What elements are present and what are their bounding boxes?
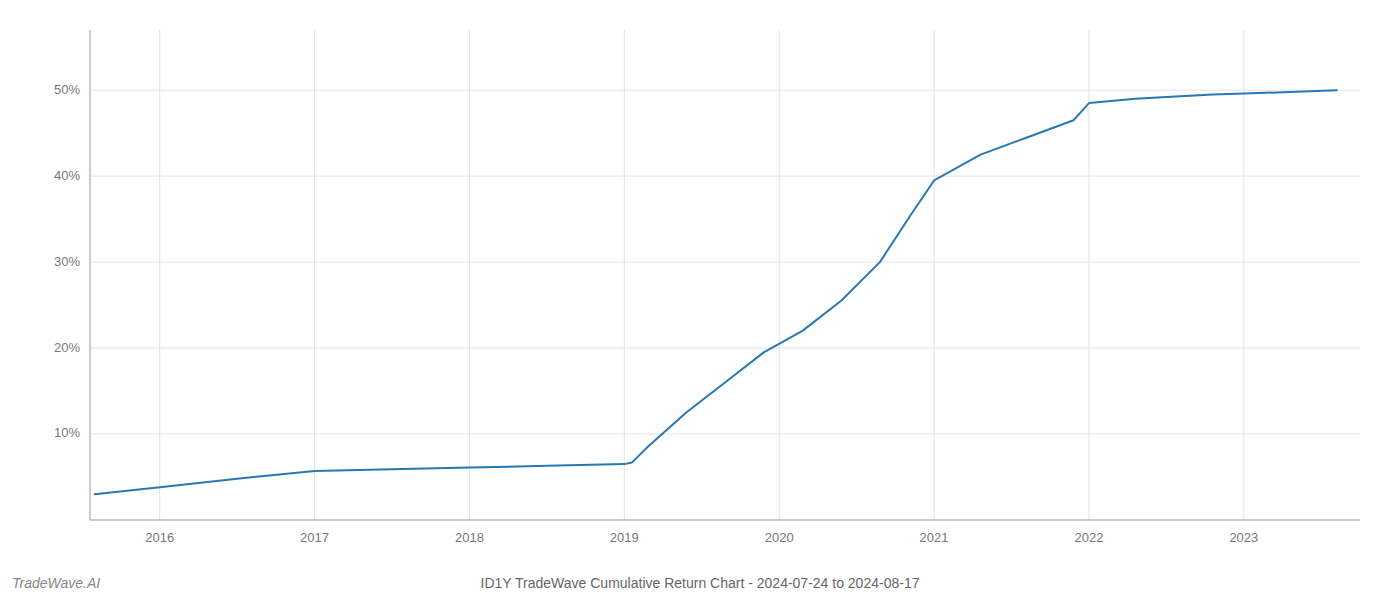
y-tick-label: 30% [54, 254, 80, 269]
y-grid-line [90, 176, 1360, 177]
x-grid-line [1243, 30, 1244, 520]
x-grid-line [624, 30, 625, 520]
x-tick-label: 2022 [1075, 530, 1104, 545]
x-tick-label: 2023 [1229, 530, 1258, 545]
y-grid-line [90, 348, 1360, 349]
chart: 10% 20% 30% 40% 50% 2016 2017 2018 2019 2020 2021 2… [0, 0, 1400, 600]
x-grid-line [469, 30, 470, 520]
axes: 10% 20% 30% 40% 50% 2016 2017 2018 2019 2020 2021 2… [54, 30, 1360, 545]
y-grid-line [90, 90, 1360, 91]
plot-area [95, 90, 1337, 494]
y-tick-label: 50% [54, 82, 80, 97]
grid [90, 30, 1360, 520]
chart-container: 10% 20% 30% 40% 50% 2016 2017 2018 2019 2020 2021 2… [0, 0, 1400, 600]
x-tick-label: 2016 [145, 530, 174, 545]
y-grid-line [90, 434, 1360, 435]
x-tick-label: 2021 [920, 530, 949, 545]
line [95, 90, 1337, 494]
x-grid-line [314, 30, 315, 520]
x-grid-line [779, 30, 780, 520]
x-tick-label: 2018 [455, 530, 484, 545]
y-tick-label: 20% [54, 340, 80, 355]
x-grid-line [159, 30, 160, 520]
x-grid-line [934, 30, 935, 520]
x-tick-label: 2017 [300, 530, 329, 545]
y-tick-label: 10% [54, 425, 80, 440]
title: ID1Y TradeWave Cumulative Return Chart -… [481, 575, 920, 591]
x-tick-label: 2020 [765, 530, 794, 545]
x-axis-line [90, 520, 1360, 521]
background [0, 0, 1400, 600]
y-tick-label: 40% [54, 168, 80, 183]
x-tick-label: 2019 [610, 530, 639, 545]
watermark: TradeWave.AI [12, 575, 100, 591]
y-grid-line [90, 262, 1360, 263]
y-axis-line [90, 30, 91, 520]
